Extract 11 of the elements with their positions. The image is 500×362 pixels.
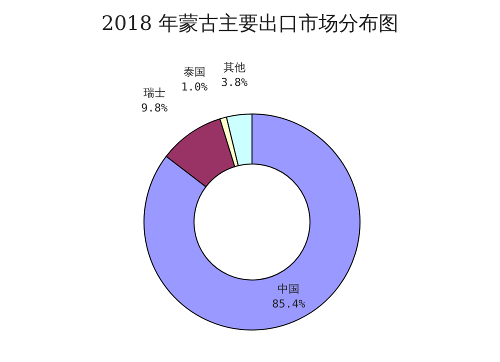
chart-title: 2018 年蒙古主要出口市场分布图 <box>101 11 399 35</box>
slice-label: 其他 <box>223 61 246 74</box>
donut-slice <box>144 114 360 330</box>
data-label: 9.8% <box>141 102 168 115</box>
data-label: 3.8% <box>221 76 248 90</box>
data-label: 85.4% <box>272 297 306 310</box>
donut-slice <box>166 118 236 188</box>
slice-label: 中国 <box>278 282 300 296</box>
data-label: 1.0% <box>181 80 208 94</box>
slice-label: 泰国 <box>183 65 206 78</box>
slice-label: 瑞士 <box>143 86 166 100</box>
